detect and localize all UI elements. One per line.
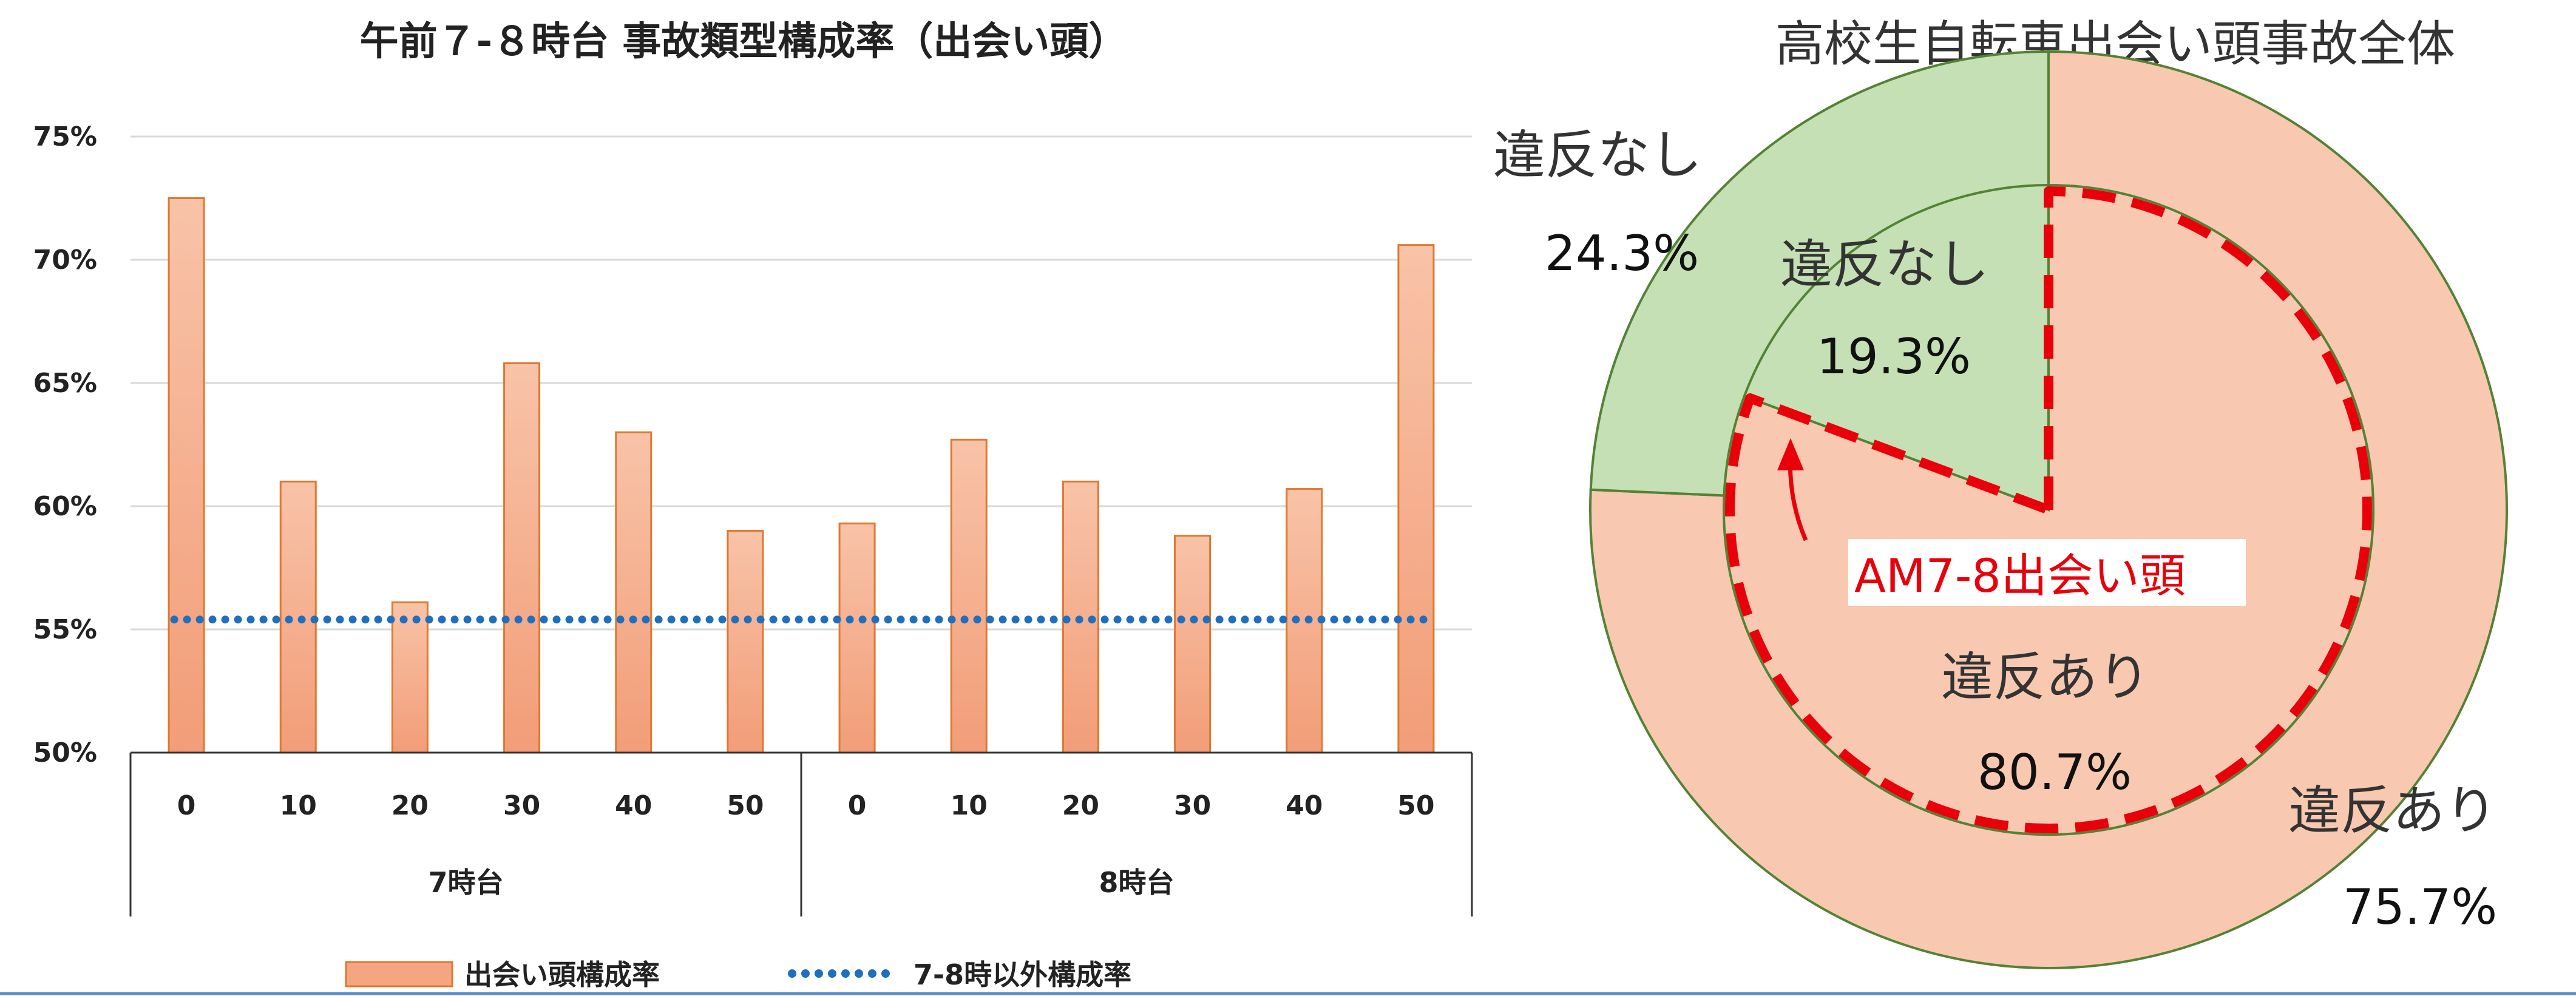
inner-label-no-violation: 違反なし: [1780, 234, 1989, 295]
bar: [1286, 488, 1323, 754]
legend-label-line: 7-8時以外構成率: [913, 958, 1131, 991]
inner-value-violation: 80.7%: [1978, 744, 2132, 801]
bar: [950, 438, 988, 754]
legend-label-bar: 出会い頭構成率: [464, 958, 660, 991]
bar: [838, 522, 876, 754]
y-tick-label: 65%: [33, 368, 97, 399]
bar-series: [168, 197, 1435, 754]
inner-label-violation: 違反あり: [1941, 647, 2150, 708]
outer-label-no-violation: 違反なし: [1493, 125, 1702, 186]
y-tick-label: 60%: [33, 491, 97, 522]
bar-y-axis: 50% 55% 60% 65% 70% 75%: [33, 121, 97, 768]
y-tick-label: 75%: [33, 121, 97, 152]
bar: [1397, 244, 1435, 754]
inner-slice: [1723, 183, 2374, 836]
callout-box: [1848, 539, 2246, 606]
x-tick-label: 40: [1286, 790, 1323, 821]
bar: [391, 601, 429, 754]
y-tick-label: 70%: [33, 245, 97, 276]
y-tick-label: 55%: [33, 614, 97, 645]
bar-chart: 午前７-８時台 事故類型構成率（出会い頭） 50% 55% 60% 65% 70% 75%…: [33, 19, 1473, 991]
bar: [503, 362, 541, 754]
outer-value-violation: 75.7%: [2343, 879, 2497, 935]
bar: [615, 431, 652, 754]
bar-chart-title: 午前７-８時台 事故類型構成率（出会い頭）: [360, 19, 1128, 64]
bar-x-groups: 7時台 8時台: [129, 753, 1473, 916]
x-tick-label: 30: [1174, 790, 1211, 821]
bar-legend: 出会い頭構成率 7-8時以外構成率: [345, 958, 1131, 991]
x-tick-label: 20: [391, 790, 429, 821]
x-tick-label: 20: [1062, 790, 1099, 821]
x-tick-label: 10: [280, 790, 317, 821]
outer-label-violation: 違反あり: [2288, 781, 2497, 841]
bar: [1174, 535, 1212, 754]
bar: [727, 530, 764, 754]
x-tick-label: 30: [503, 790, 540, 821]
bar: [168, 197, 205, 754]
x-group-label: 8時台: [1099, 866, 1174, 899]
bar-x-axis: 0 10 20 30 40 50 0 10 20 30 40 50: [177, 790, 1435, 821]
inner-pie: [1723, 183, 2374, 836]
pie-chart: 高校生自転車出会い頭事故全体 違反なし 24.3% 違反あり 75.7% 違反な…: [1493, 16, 2508, 969]
x-tick-label: 50: [1397, 790, 1434, 821]
inner-pie-highlight: [1725, 186, 2372, 833]
legend-swatch-bar: [345, 961, 453, 988]
x-group-label: 7時台: [428, 866, 503, 899]
x-tick-label: 0: [848, 790, 867, 821]
x-tick-label: 40: [615, 790, 652, 821]
callout-label: AM7-8出会い頭: [1854, 549, 2186, 603]
bar: [279, 480, 317, 754]
highlight-outline: [1725, 186, 2372, 833]
inner-value-no-violation: 19.3%: [1817, 328, 1971, 385]
bar-gridlines: [130, 135, 1472, 631]
inner-slice: [1743, 183, 2050, 512]
x-tick-label: 0: [177, 790, 196, 821]
x-tick-label: 50: [727, 790, 764, 821]
callout-arrowhead: [1777, 438, 1804, 470]
x-tick-label: 10: [951, 790, 988, 821]
y-tick-label: 50%: [33, 737, 97, 768]
outer-value-no-violation: 24.3%: [1545, 225, 1699, 282]
